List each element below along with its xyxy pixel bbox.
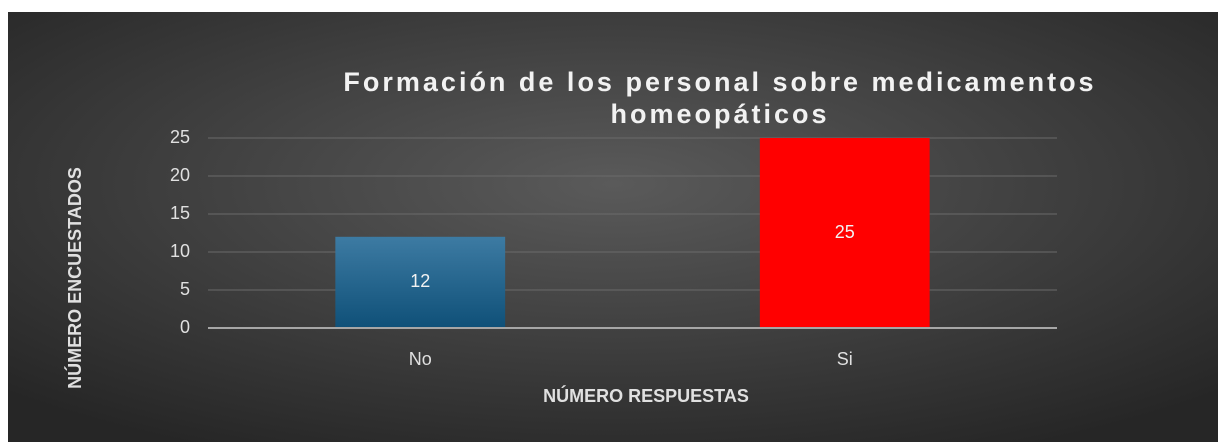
x-tick-label: No [409, 349, 432, 369]
y-axis-label: NÚMERO ENCUESTADOS [64, 167, 85, 389]
data-label: 25 [835, 222, 855, 242]
y-tick-label: 10 [170, 241, 190, 261]
title-box: Formación de los personal sobre medicame… [343, 67, 1097, 129]
y-tick-label: 25 [170, 127, 190, 147]
x-tick-label: Si [837, 349, 853, 369]
y-tick-label: 15 [170, 203, 190, 223]
y-tick-label: 0 [180, 317, 190, 337]
bar [759, 138, 930, 328]
y-tick-label: 20 [170, 165, 190, 185]
background [8, 12, 1218, 442]
y-tick-label: 5 [180, 279, 190, 299]
x-axis-label: NÚMERO RESPUESTAS [543, 385, 749, 406]
bar [335, 236, 506, 328]
chart-title: Formación de los personal sobre medicame… [343, 67, 1097, 129]
data-label: 12 [410, 271, 430, 291]
